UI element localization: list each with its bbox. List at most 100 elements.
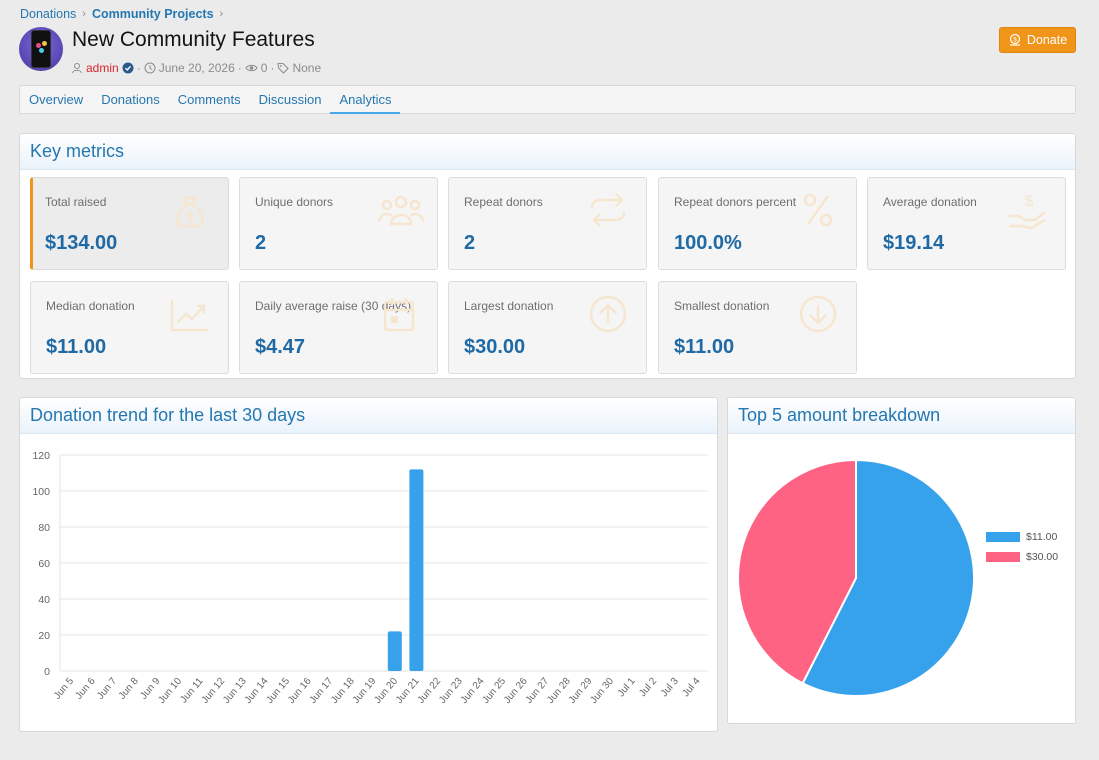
donation-trend-title: Donation trend for the last 30 days [20,398,717,434]
metric-label: Median donation [46,299,135,313]
y-tick-label: 80 [38,522,50,534]
metric-largest-donation: Largest donation $30.00 [448,281,647,374]
legend-item[interactable]: $11.00 [986,527,1058,547]
x-tick-label: Jun 10 [156,676,184,706]
metric-label: Average donation [883,195,977,209]
breadcrumb: Donations › Community Projects › [20,7,229,21]
user-icon [72,63,82,74]
legend-swatch [986,552,1020,562]
metric-value: $4.47 [255,336,306,358]
metric-smallest-donation: Smallest donation $11.00 [658,281,857,374]
key-metrics-panel: Key metrics Total raised $134.00 $ Uniqu… [19,133,1076,379]
metric-value: 2 [255,232,267,254]
donate-button[interactable]: $ Donate [999,27,1076,53]
tab-bar: Overview Donations Comments Discussion A… [19,85,1076,114]
x-tick-label: Jul 1 [616,676,638,700]
y-tick-label: 20 [38,630,50,642]
bar[interactable] [409,469,424,671]
legend-swatch [986,532,1020,542]
tab-donations[interactable]: Donations [101,92,160,107]
metric-value: $30.00 [464,336,526,358]
view-count: 0 [260,61,268,75]
legend-item[interactable]: $30.00 [986,547,1058,567]
breadcrumb-donations[interactable]: Donations [20,7,77,21]
metric-daily-average: Daily average raise (30 days) $4.47 [239,281,438,374]
metric-value: $11.00 [46,336,107,358]
chevron-right-icon: › [82,8,86,20]
donate-label: Donate [1026,33,1068,47]
x-tick-label: Jun 30 [588,676,616,706]
svg-text:$: $ [186,209,194,224]
donation-trend-panel: Donation trend for the last 30 days 0 20 4… [19,397,718,732]
x-tick-label: Jun 8 [117,676,141,702]
percent-icon [803,193,833,227]
y-tick-label: 60 [38,558,50,570]
hand-dollar-icon: $ [1009,193,1046,230]
y-tick-label: 40 [38,594,50,606]
x-tick-label: Jun 7 [95,676,119,702]
users-icon [377,195,425,226]
x-tick-label: Jul 3 [659,676,681,700]
x-tick-label: Jul 4 [680,676,702,700]
repeat-icon [590,193,626,227]
tab-analytics[interactable]: Analytics [330,86,401,114]
project-avatar[interactable] [19,27,63,71]
y-tick-label: 0 [44,666,50,678]
amount-breakdown-chart [737,458,975,697]
metric-label: Largest donation [464,299,554,313]
metric-label: Unique donors [255,195,334,209]
svg-text:$: $ [1013,36,1017,43]
trend-up-icon [170,300,208,332]
metric-average-donation: Average donation $19.14 $ [867,177,1066,270]
metric-value: $19.14 [883,232,945,254]
amount-breakdown-panel: Top 5 amount breakdown $11.00 $30.00 [727,397,1076,724]
metric-repeat-donors: Repeat donors 2 [448,177,647,270]
metric-label: Daily average raise (30 days) [255,299,412,313]
svg-text:$: $ [1025,193,1034,210]
x-tick-label: Jun 6 [74,676,98,702]
pie-legend: $11.00 $30.00 [986,527,1058,567]
bar[interactable] [387,631,402,671]
clock-icon [144,62,156,74]
pie-slice[interactable] [737,458,857,685]
metric-value: 100.0% [674,232,742,254]
metric-repeat-percent: Repeat donors percent 100.0% [658,177,857,270]
page-title: New Community Features [72,28,315,51]
page-meta: admin · June 20, 2026 · 0 · None [71,61,321,75]
amount-breakdown-title: Top 5 amount breakdown [728,398,1075,434]
tab-comments[interactable]: Comments [177,92,241,107]
verified-icon [122,62,134,74]
x-tick-label: Jul 2 [637,676,659,700]
metric-label: Repeat donors [464,195,543,209]
tags-value: None [292,61,322,75]
arrow-up-circle-icon [589,295,627,333]
metric-label: Repeat donors percent [674,195,797,209]
eye-icon [245,64,258,72]
metric-median-donation: Median donation $11.00 [30,281,229,374]
breadcrumb-community-projects[interactable]: Community Projects [91,7,214,21]
metric-unique-donors: Unique donors 2 [239,177,438,270]
metric-value: $11.00 [674,336,735,358]
y-tick-label: 100 [32,486,50,498]
donate-coin-icon: $ [1009,33,1020,46]
legend-label: $30.00 [1026,551,1059,563]
tab-discussion[interactable]: Discussion [258,92,322,107]
author-link[interactable]: admin [86,61,119,75]
metric-label: Total raised [45,195,107,209]
money-bag-icon: $ [175,196,205,228]
metric-value: $134.00 [45,232,118,254]
calendar-icon [383,298,415,332]
key-metrics-title: Key metrics [20,134,1075,170]
metric-value: 2 [464,232,476,254]
y-tick-label: 120 [32,450,50,462]
tag-icon [277,63,290,74]
chevron-right-icon: › [219,8,224,20]
metric-total-raised: Total raised $134.00 $ [30,177,229,270]
metric-label: Smallest donation [674,299,770,313]
x-tick-label: Jun 5 [52,676,76,702]
tab-overview[interactable]: Overview [29,92,84,107]
post-date: June 20, 2026 [158,61,235,75]
pie-slice[interactable] [801,458,975,697]
arrow-down-circle-icon [799,295,837,333]
